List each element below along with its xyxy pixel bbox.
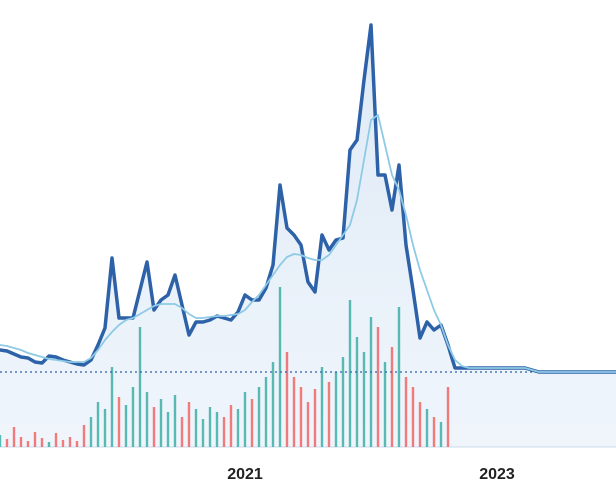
volume-bar bbox=[138, 327, 142, 447]
volume-bar bbox=[222, 417, 226, 447]
volume-bar bbox=[33, 432, 37, 447]
volume-bar bbox=[124, 405, 128, 447]
volume-bar bbox=[285, 352, 289, 447]
volume-bar bbox=[12, 427, 16, 447]
volume-bar bbox=[257, 387, 261, 447]
volume-bar bbox=[306, 402, 310, 447]
volume-bar bbox=[19, 437, 23, 447]
average-line bbox=[0, 114, 616, 373]
volume-bar bbox=[110, 367, 114, 447]
volume-bar bbox=[369, 317, 373, 447]
volume-bar bbox=[159, 399, 163, 447]
volume-bar bbox=[166, 412, 170, 447]
volume-bar bbox=[201, 419, 205, 447]
volume-layer bbox=[0, 287, 450, 447]
volume-bar bbox=[145, 392, 149, 447]
volume-bar bbox=[446, 387, 450, 447]
volume-bar bbox=[5, 439, 9, 447]
volume-bar bbox=[180, 417, 184, 447]
volume-bar bbox=[334, 372, 338, 447]
x-tick-label: 2023 bbox=[479, 466, 515, 483]
volume-bar bbox=[404, 377, 408, 447]
volume-bar bbox=[173, 395, 177, 447]
volume-bar bbox=[327, 382, 331, 447]
volume-bar bbox=[89, 417, 93, 447]
volume-bar bbox=[348, 300, 352, 447]
volume-bar bbox=[411, 387, 415, 447]
volume-bar bbox=[418, 402, 422, 447]
volume-bar bbox=[96, 402, 100, 447]
volume-bar bbox=[26, 441, 30, 447]
label-layer: 2021 2023 bbox=[227, 466, 515, 483]
volume-bar bbox=[243, 392, 247, 447]
volume-bar bbox=[47, 442, 51, 447]
line-layer bbox=[0, 23, 616, 374]
volume-bar bbox=[320, 367, 324, 447]
volume-bar bbox=[439, 422, 443, 447]
volume-bar bbox=[103, 409, 107, 447]
x-tick-label: 2021 bbox=[227, 466, 263, 483]
volume-bar bbox=[313, 389, 317, 447]
volume-bar bbox=[54, 433, 58, 447]
volume-bar bbox=[82, 425, 86, 447]
volume-bar bbox=[264, 377, 268, 447]
volume-bar bbox=[292, 377, 296, 447]
volume-bar bbox=[425, 409, 429, 447]
volume-bar bbox=[152, 407, 156, 447]
volume-bar bbox=[383, 362, 387, 447]
volume-bar bbox=[271, 362, 275, 447]
volume-bar bbox=[299, 387, 303, 447]
volume-bar bbox=[376, 327, 380, 447]
volume-bar bbox=[236, 409, 240, 447]
volume-bar bbox=[250, 399, 254, 447]
volume-bar bbox=[229, 405, 233, 447]
price-area bbox=[0, 25, 616, 447]
volume-bar bbox=[187, 402, 191, 447]
volume-bar bbox=[40, 438, 44, 447]
volume-bar bbox=[278, 287, 282, 447]
volume-bar bbox=[61, 440, 65, 447]
volume-bar bbox=[397, 307, 401, 447]
volume-bar bbox=[75, 441, 79, 447]
volume-bar bbox=[432, 417, 436, 447]
volume-bar bbox=[68, 437, 72, 447]
volume-bar bbox=[131, 387, 135, 447]
volume-bar bbox=[215, 412, 219, 447]
volume-bar bbox=[208, 407, 212, 447]
area-layer bbox=[0, 25, 616, 448]
volume-bar bbox=[341, 357, 345, 447]
volume-bar bbox=[390, 347, 394, 447]
volume-bar bbox=[362, 352, 366, 447]
volume-bar bbox=[355, 337, 359, 447]
volume-bar bbox=[117, 397, 121, 447]
volume-bar bbox=[194, 409, 198, 447]
volume-bar bbox=[0, 435, 2, 447]
